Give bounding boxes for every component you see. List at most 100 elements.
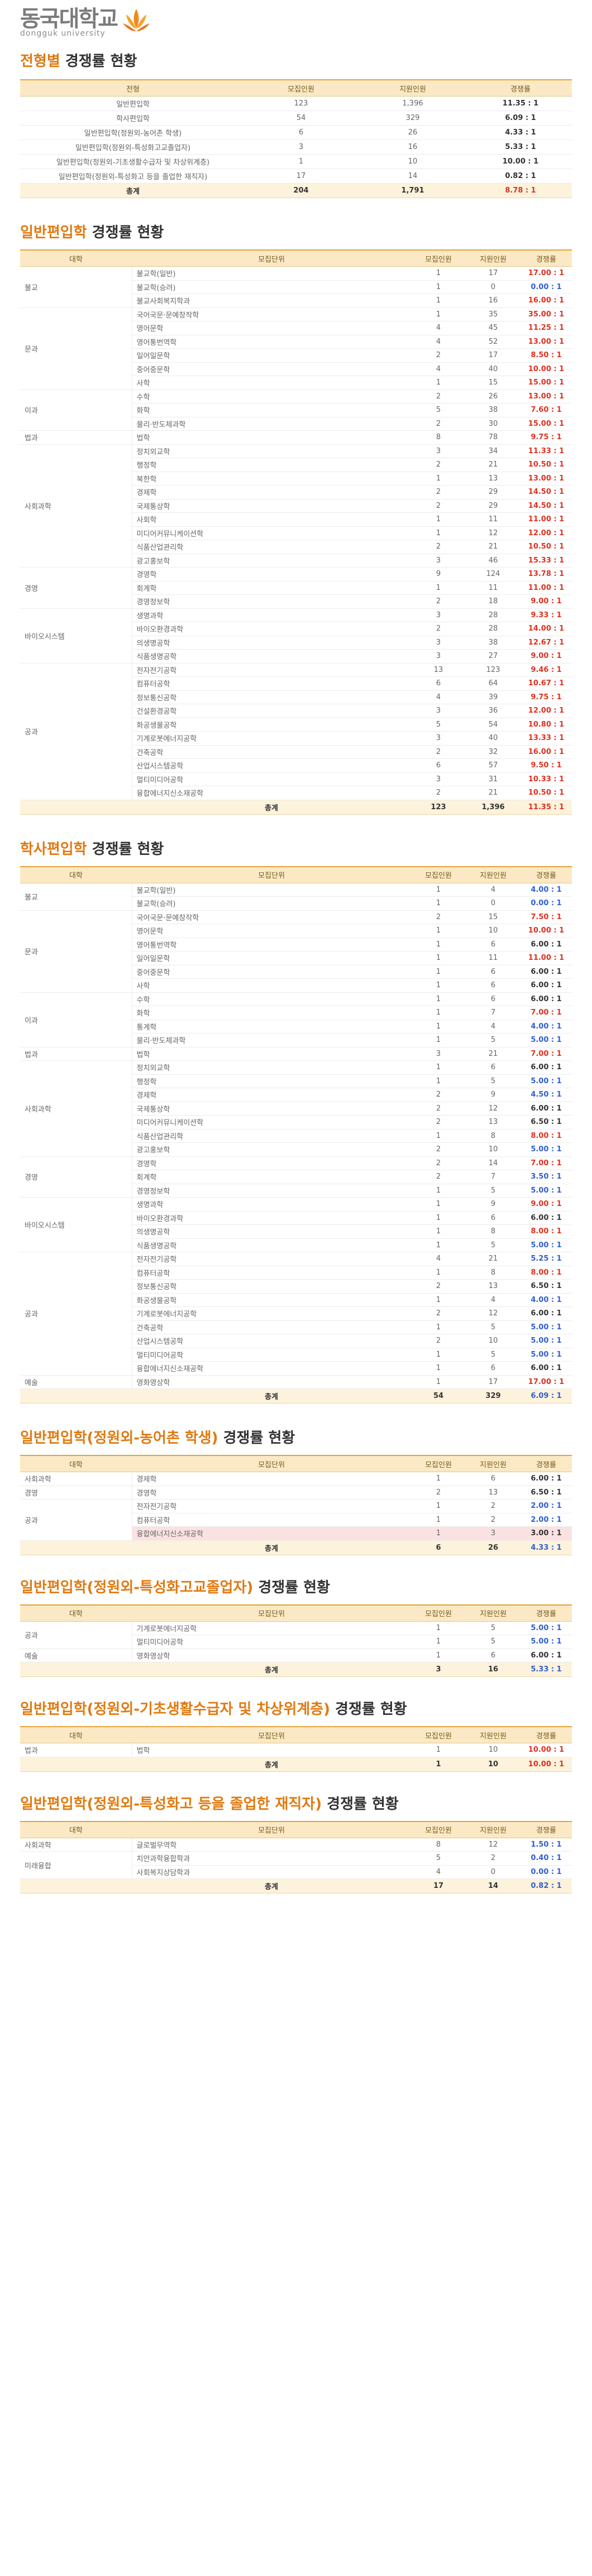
- recruit-unit: 사학: [132, 978, 411, 993]
- total-quota: 6: [411, 1540, 466, 1555]
- college-name: 경영: [20, 567, 132, 609]
- admission-type: 일반편입학(정원외-특성화고교졸업자): [20, 140, 246, 155]
- competition-rate: 6.00 : 1: [521, 938, 572, 951]
- quota-count: 1: [411, 1033, 466, 1047]
- recruit-unit: 국제통상학: [132, 499, 411, 513]
- column-header: 지원인원: [466, 1820, 521, 1838]
- quota-count: 1: [411, 526, 466, 540]
- table-row: 예술 영화영상학 1 6 6.00 : 1: [20, 1649, 572, 1662]
- quota-count: 1: [411, 1361, 466, 1376]
- applicant-count: 29: [466, 485, 521, 499]
- recruit-unit: 생명과학: [132, 1197, 411, 1212]
- quota-count: 1: [246, 154, 356, 169]
- quota-count: 3: [411, 772, 466, 786]
- admission-type: 학사편입학: [20, 110, 246, 126]
- admission-type: 일반편입학: [20, 96, 246, 111]
- competition-rate: 6.50 : 1: [521, 1486, 572, 1500]
- competition-rate: 5.33 : 1: [469, 140, 572, 155]
- quota-count: 2: [411, 390, 466, 403]
- table-row: 광고홍보학 3 46 15.33 : 1: [20, 554, 572, 568]
- recruit-unit: 일어일문학: [132, 951, 411, 965]
- recruit-unit: 법학: [132, 1047, 411, 1061]
- quota-count: 1: [411, 1211, 466, 1225]
- table-row: 화학 5 38 7.60 : 1: [20, 403, 572, 417]
- table-row: 법과 법학 3 21 7.00 : 1: [20, 1047, 572, 1061]
- competition-rate: 11.00 : 1: [521, 512, 572, 527]
- competition-rate: 6.50 : 1: [521, 1279, 572, 1294]
- applicant-count: 15: [466, 910, 521, 924]
- college-name: 사회과학: [20, 1472, 132, 1486]
- quota-count: 1: [411, 1224, 466, 1239]
- total-quota: 54: [411, 1388, 466, 1404]
- recruit-unit: 북한학: [132, 472, 411, 486]
- college-name: 불교: [20, 266, 132, 308]
- table-row: 기계로봇에너지공학 3 40 13.33 : 1: [20, 731, 572, 746]
- recruit-unit: 물리·반도체과학: [132, 1033, 411, 1047]
- applicant-count: 17: [466, 348, 521, 363]
- quota-count: 1: [411, 992, 466, 1006]
- recruit-unit: 국어국문·문예창작학: [132, 910, 411, 924]
- recruit-unit: 전자전기공학: [132, 1252, 411, 1266]
- column-header: 모집단위: [132, 1604, 411, 1622]
- table-row: 중어중문학 1 6 6.00 : 1: [20, 965, 572, 979]
- recruit-unit: 기계로봇에너지공학: [132, 731, 411, 746]
- applicant-count: 36: [466, 704, 521, 718]
- table-row: 일어일문학 2 17 8.50 : 1: [20, 348, 572, 363]
- section-title-highlight: 학사편입학: [20, 840, 87, 858]
- column-header: 모집인원: [411, 249, 466, 267]
- quota-count: 2: [411, 499, 466, 513]
- recruit-unit: 컴퓨터공학: [132, 676, 411, 691]
- column-header: 대학: [20, 1455, 132, 1472]
- college-name: 미래융합: [20, 1851, 132, 1879]
- applicant-count: 52: [466, 335, 521, 349]
- table-row: 국제통상학 2 12 6.00 : 1: [20, 1102, 572, 1116]
- quota-count: 13: [411, 663, 466, 677]
- competition-rate: 14.50 : 1: [521, 499, 572, 513]
- recruit-unit: 수학: [132, 390, 411, 403]
- competition-rate: 9.00 : 1: [521, 1197, 572, 1212]
- university-logo[interactable]: 동국대학교 dongguk university: [20, 7, 152, 38]
- applicant-count: 8: [466, 1129, 521, 1143]
- table-row: 건축공학 2 32 16.00 : 1: [20, 745, 572, 759]
- recruit-unit: 물리·반도체과학: [132, 417, 411, 431]
- total-applicants: 14: [466, 1878, 521, 1893]
- site-header: 동국대학교 dongguk university: [0, 0, 592, 51]
- section-title-rest: 경쟁률 현황: [218, 1430, 295, 1446]
- column-header: 경쟁률: [521, 1726, 572, 1743]
- total-applicants: 26: [466, 1540, 521, 1555]
- recruit-unit: 컴퓨터공학: [132, 1513, 411, 1527]
- competition-table: 대학 모집단위 모집인원 지원인원 경쟁률 불교 불교학(일반) 1 17 17.00 : 1 불교…: [20, 249, 572, 815]
- applicant-count: 5: [466, 1238, 521, 1252]
- recruit-unit: 광고홍보학: [132, 554, 411, 568]
- competition-rate: 2.00 : 1: [521, 1499, 572, 1513]
- column-header: 대학: [20, 1604, 132, 1622]
- competition-rate: 10.00 : 1: [521, 1743, 572, 1757]
- competition-rate: 10.67 : 1: [521, 676, 572, 691]
- quota-count: 1: [411, 965, 466, 979]
- applicant-count: 2: [466, 1499, 521, 1513]
- recruit-unit: 융합에너지신소재공학: [132, 1526, 411, 1541]
- recruit-unit: 의생명공학: [132, 636, 411, 650]
- total-row: 총계 123 1,396 11.35 : 1: [20, 800, 572, 815]
- total-applicants: 329: [466, 1388, 521, 1404]
- table-row: 식품산업관리학 1 8 8.00 : 1: [20, 1129, 572, 1143]
- applicant-count: 29: [466, 499, 521, 513]
- column-header: 모집인원: [411, 1604, 466, 1622]
- quota-count: 1: [411, 1621, 466, 1635]
- applicant-count: 0: [466, 896, 521, 911]
- quota-count: 1: [411, 472, 466, 486]
- recruit-unit: 바이오환경과학: [132, 622, 411, 636]
- table-row: 사회과학 경제학 1 6 6.00 : 1: [20, 1472, 572, 1486]
- competition-table: 대학 모집단위 모집인원 지원인원 경쟁률 법과 법학 1 10 10.00 : 1 총계 1 10 10…: [20, 1726, 572, 1772]
- applicant-count: 0: [466, 1865, 521, 1879]
- college-name: 예술: [20, 1375, 132, 1389]
- logo-korean: 동국대학교: [20, 6, 118, 32]
- recruit-unit: 경제학: [132, 485, 411, 499]
- college-name: 불교: [20, 883, 132, 911]
- recruit-unit: 화공생물공학: [132, 1293, 411, 1307]
- table-row: 불교 불교학(일반) 1 17 17.00 : 1: [20, 266, 572, 308]
- total-spacer: [20, 1662, 132, 1677]
- competition-rate: 5.00 : 1: [521, 1621, 572, 1635]
- competition-rate: 15.33 : 1: [521, 554, 572, 568]
- applicant-count: 5: [466, 1635, 521, 1649]
